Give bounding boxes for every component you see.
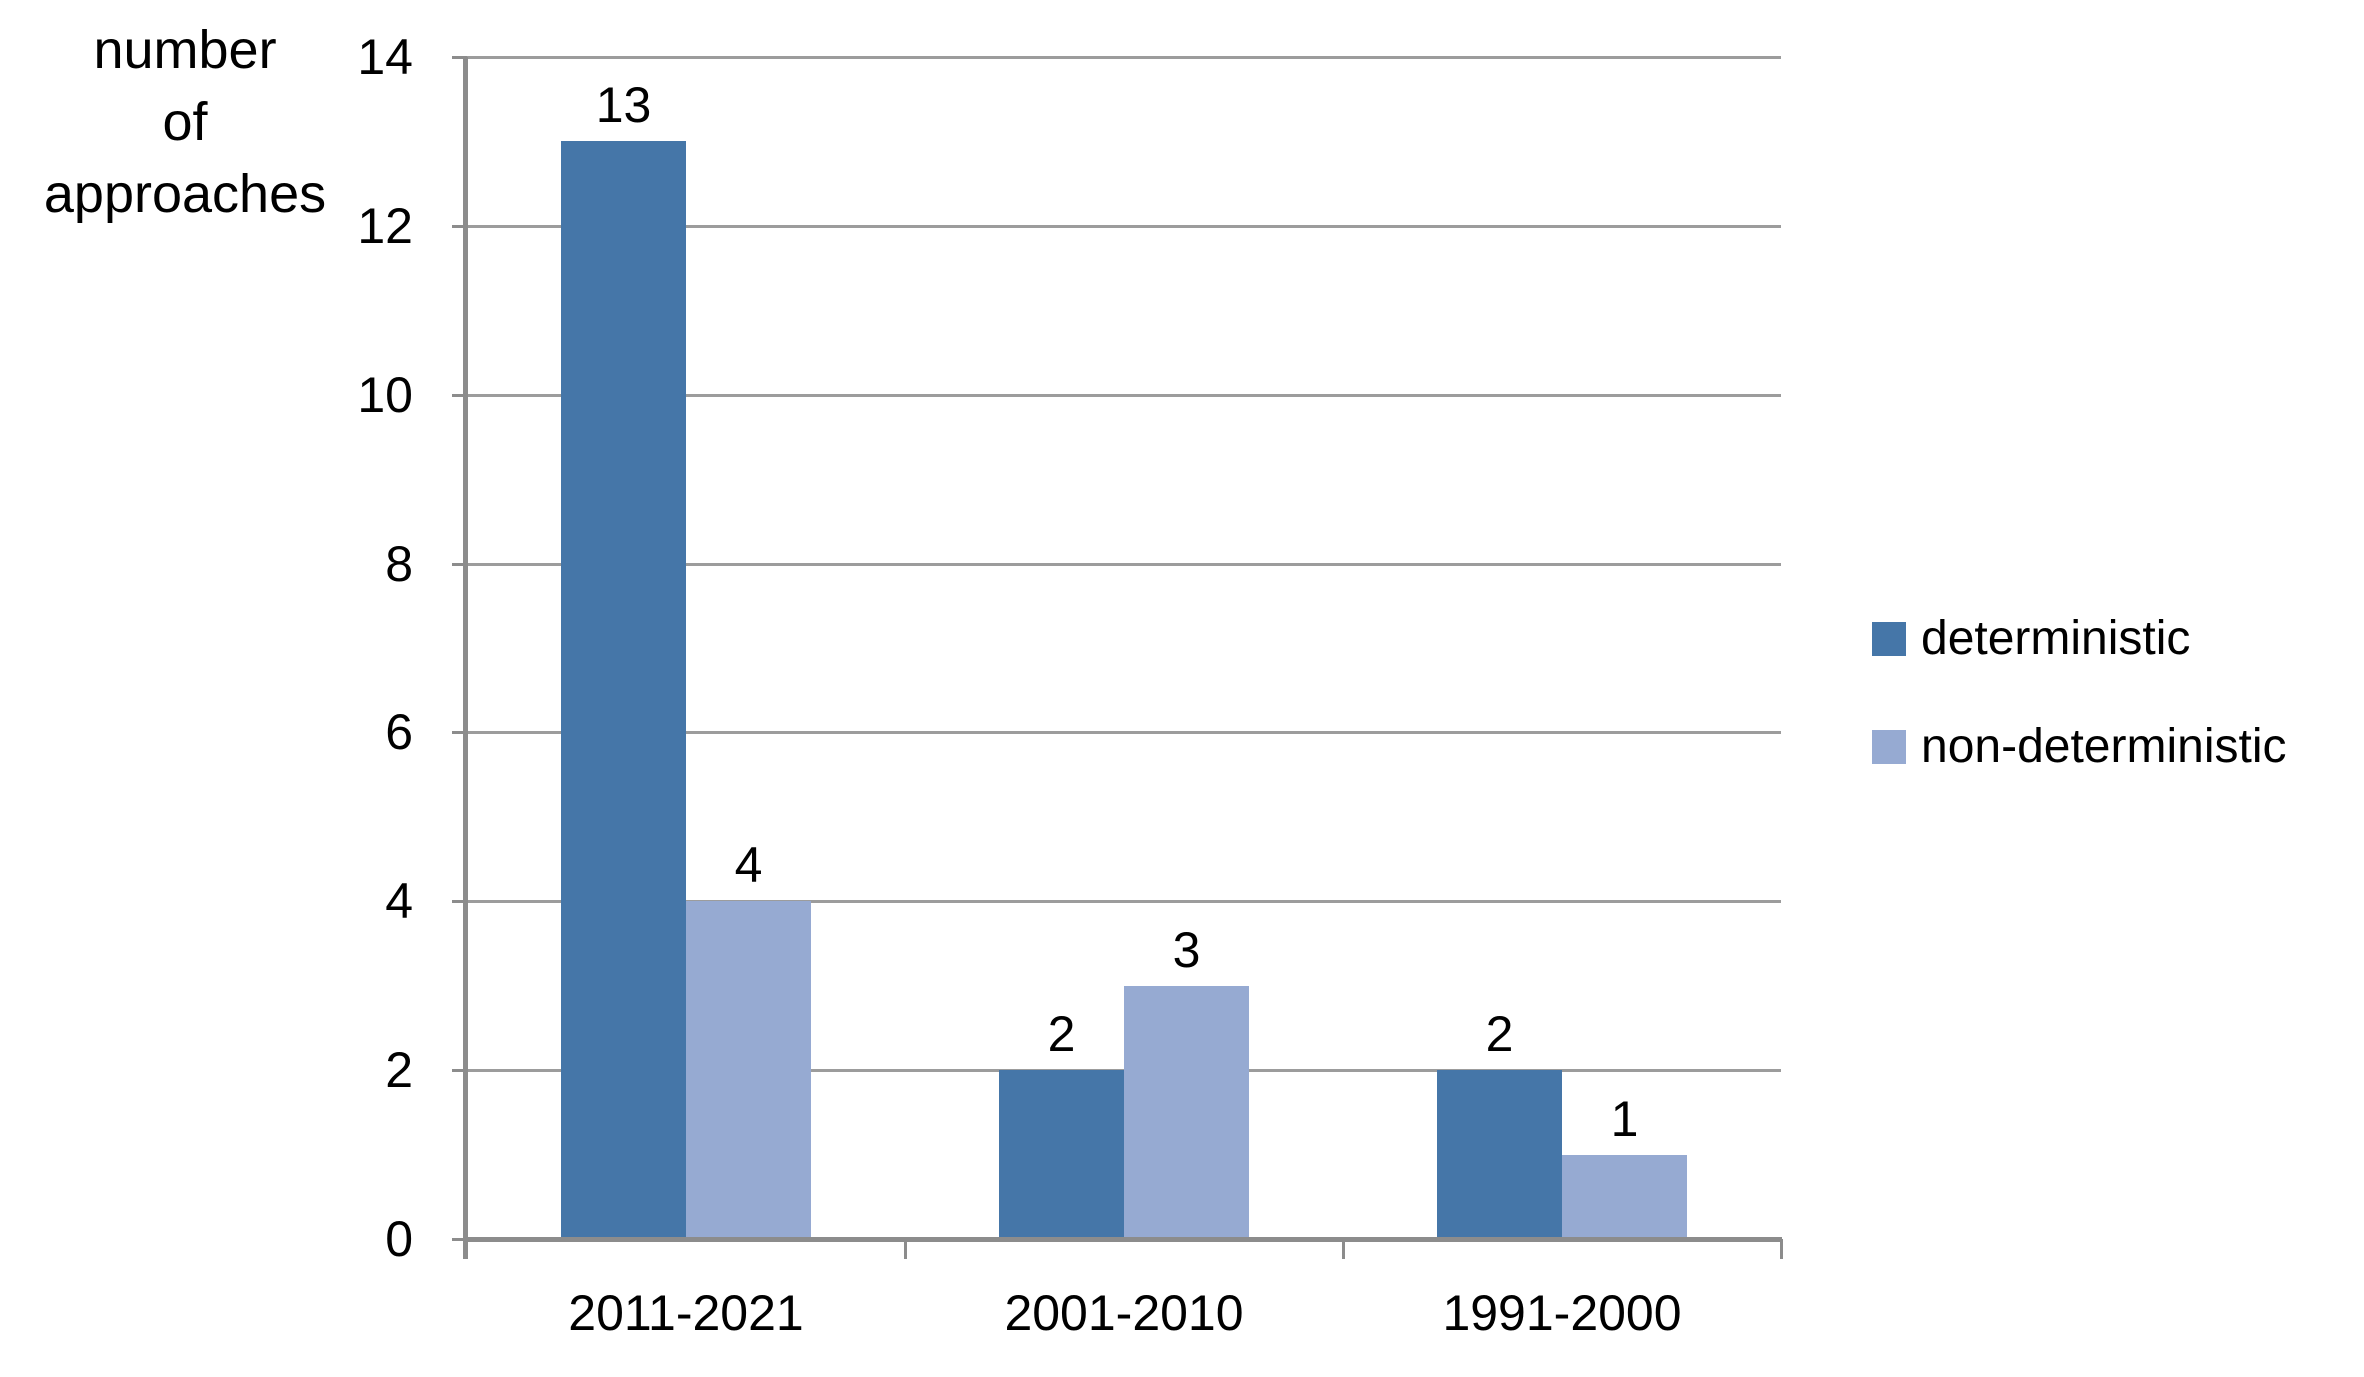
legend-swatch-deterministic-icon <box>1872 622 1906 656</box>
gridline-14 <box>467 56 1781 59</box>
x-axis-line <box>463 1237 1782 1242</box>
bar-non-deterministic-2011-2021 <box>686 901 811 1239</box>
value-label-deterministic-2011-2021: 13 <box>595 77 652 133</box>
value-label-deterministic-1991-2000: 2 <box>1485 1006 1514 1062</box>
y-tick-label-6: 6 <box>385 704 413 760</box>
legend-swatch-non-deterministic-icon <box>1872 730 1906 764</box>
legend-label-non-deterministic: non-deterministic <box>1921 720 2287 773</box>
gridline-8 <box>467 563 1781 566</box>
legend-item-non-deterministic: non-deterministic <box>1872 714 2286 780</box>
x-axis-tick-1 <box>904 1239 907 1259</box>
bar-non-deterministic-1991-2000 <box>1562 1155 1687 1239</box>
y-axis-tick-12 <box>452 225 467 228</box>
value-label-non-deterministic-1991-2000: 1 <box>1610 1091 1639 1147</box>
y-tick-label-0: 0 <box>385 1211 413 1267</box>
x-axis-tick-3 <box>1780 1239 1783 1259</box>
category-label-2001-2010: 2001-2010 <box>1004 1285 1244 1341</box>
y-tick-label-12: 12 <box>357 198 413 254</box>
value-label-non-deterministic-2011-2021: 4 <box>734 837 763 893</box>
legend: deterministic non-deterministic <box>1872 606 2286 780</box>
y-tick-label-4: 4 <box>385 873 413 929</box>
value-label-deterministic-2001-2010: 2 <box>1047 1006 1076 1062</box>
bar-deterministic-2011-2021 <box>561 141 686 1239</box>
y-tick-label-14: 14 <box>357 29 413 85</box>
y-tick-label-10: 10 <box>357 367 413 423</box>
x-axis-category-labels: 2011-2021 2001-2010 1991-2000 <box>467 1283 1781 1343</box>
bar-non-deterministic-2001-2010 <box>1124 986 1249 1239</box>
y-axis-line <box>463 57 468 1259</box>
y-tick-label-8: 8 <box>385 536 413 592</box>
category-label-2011-2021: 2011-2021 <box>568 1285 804 1341</box>
y-axis-tick-10 <box>452 394 467 397</box>
y-axis-tick-2 <box>452 1069 467 1072</box>
y-axis-title: number of approaches <box>43 20 327 224</box>
gridline-6 <box>467 731 1781 734</box>
x-axis-tick-2 <box>1342 1239 1345 1259</box>
value-label-non-deterministic-2001-2010: 3 <box>1172 922 1201 978</box>
bar-deterministic-2001-2010 <box>999 1070 1124 1239</box>
bar-deterministic-1991-2000 <box>1437 1070 1562 1239</box>
y-axis-tick-0 <box>452 1238 467 1241</box>
y-tick-label-2: 2 <box>385 1042 413 1098</box>
y-axis-tick-6 <box>452 731 467 734</box>
y-axis-tick-8 <box>452 563 467 566</box>
y-axis-tick-14 <box>452 56 467 59</box>
legend-item-deterministic: deterministic <box>1872 606 2286 672</box>
category-label-1991-2000: 1991-2000 <box>1442 1285 1682 1341</box>
y-axis-tick-4 <box>452 900 467 903</box>
gridline-12 <box>467 225 1781 228</box>
gridline-10 <box>467 394 1781 397</box>
gridline-4 <box>467 900 1781 903</box>
legend-label-deterministic: deterministic <box>1921 612 2191 665</box>
